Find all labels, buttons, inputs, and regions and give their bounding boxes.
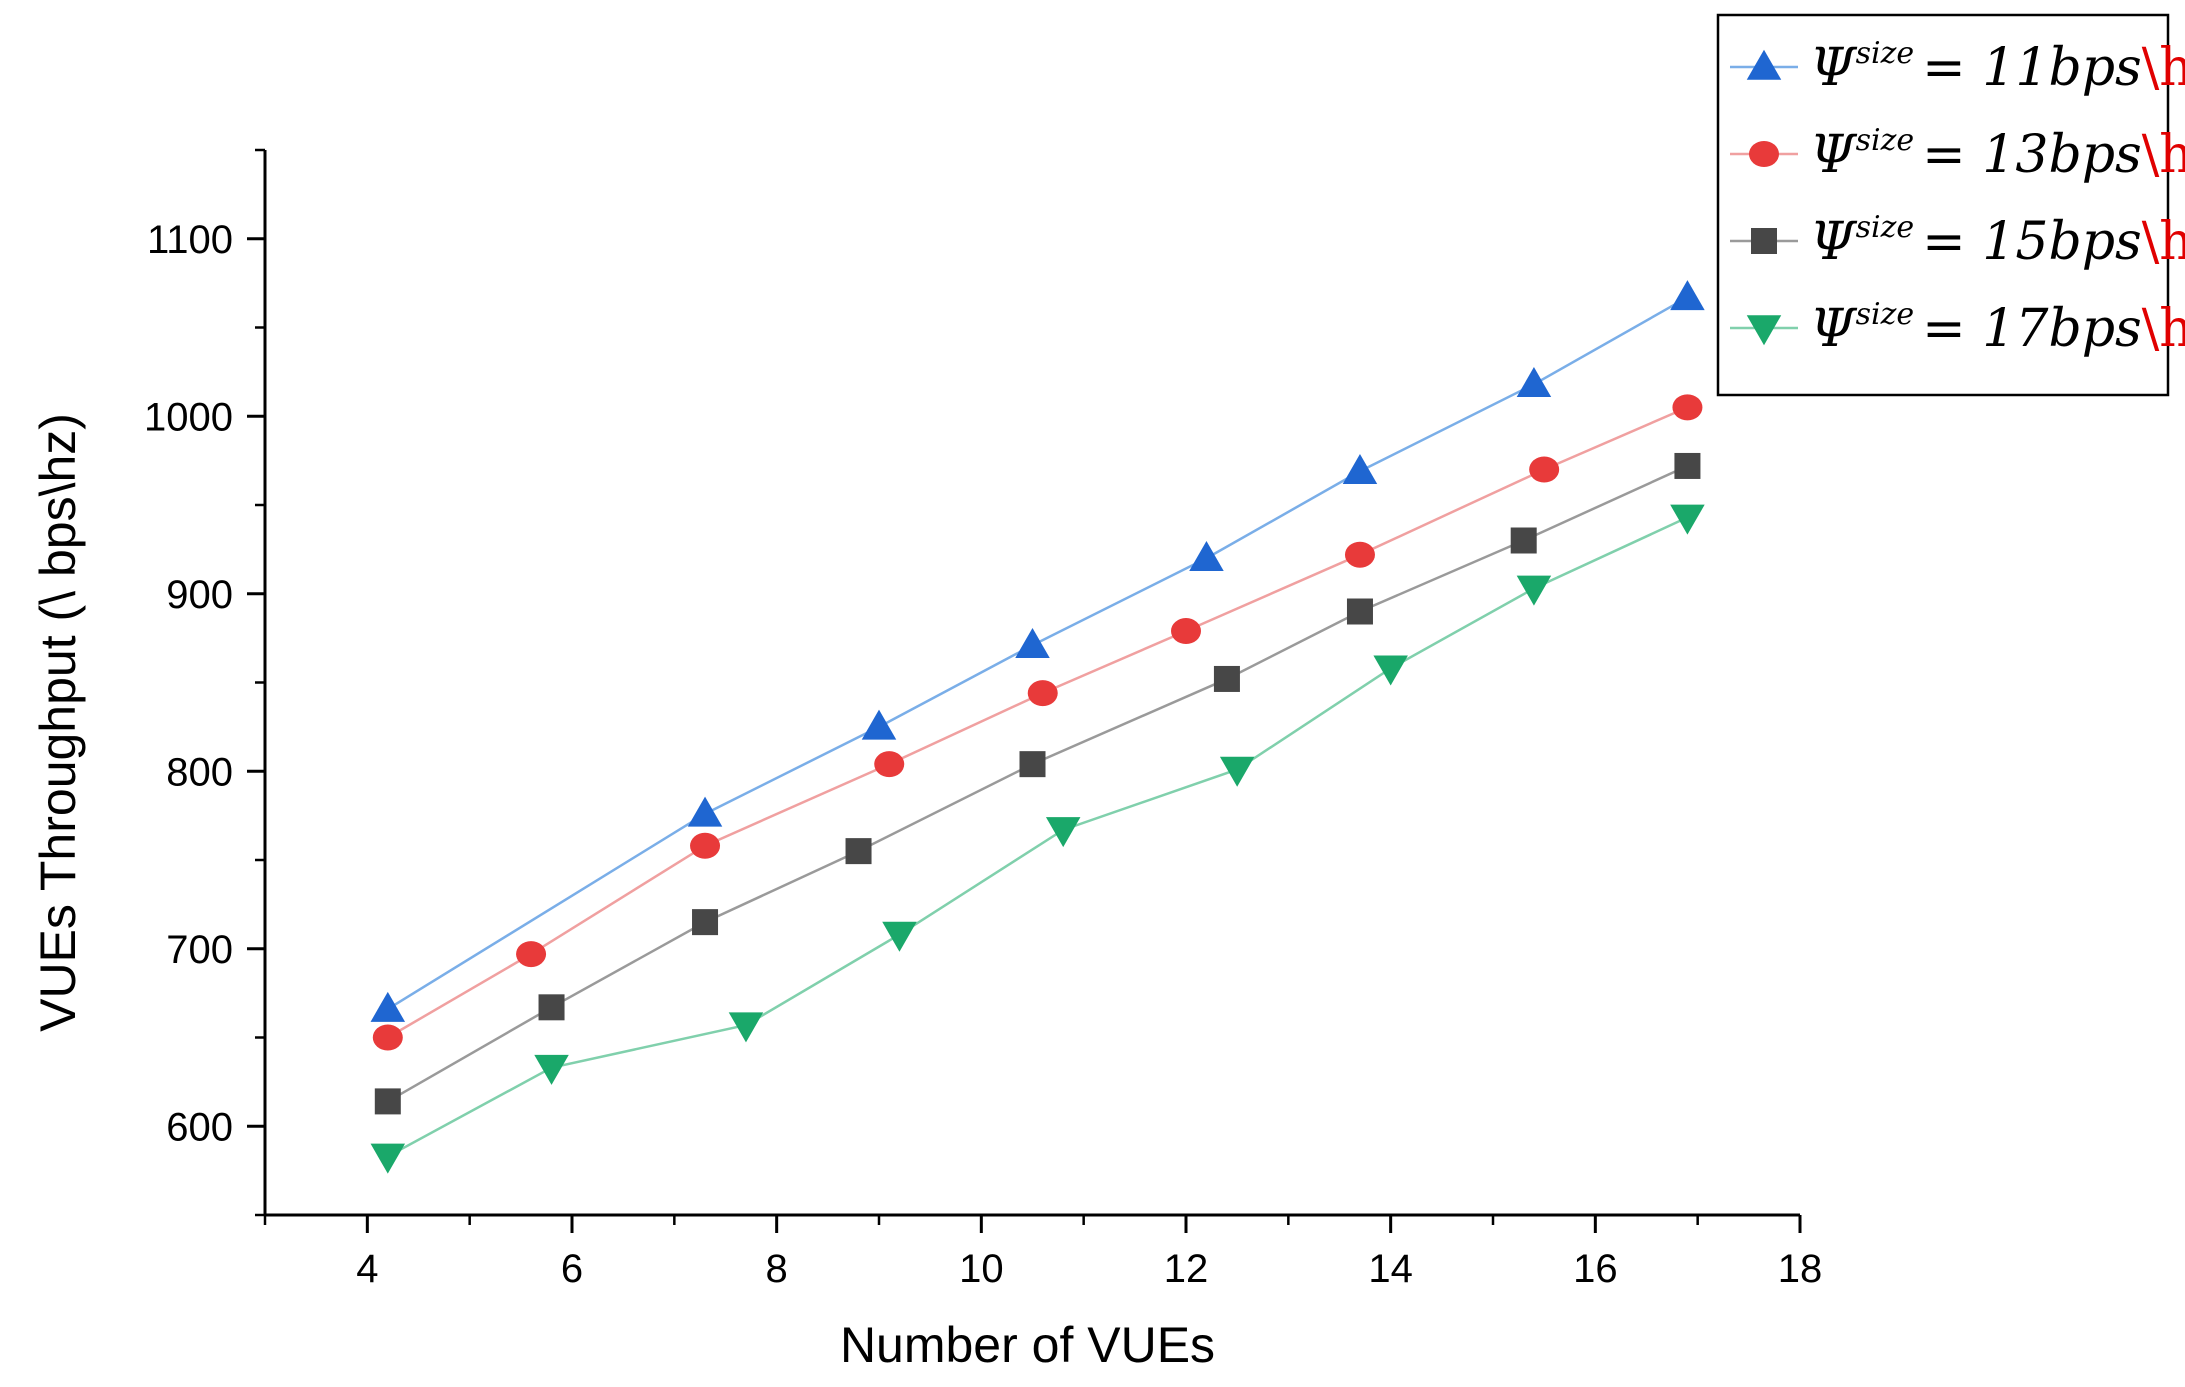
x-tick-label: 12 [1164, 1247, 1209, 1291]
legend-eq: = 17bps [1922, 299, 2142, 359]
data-point [534, 1054, 569, 1085]
data-point [1516, 575, 1552, 606]
legend-symbol: Ψ [1810, 212, 1858, 272]
data-point [1346, 598, 1373, 625]
data-point [1344, 541, 1375, 568]
legend-marker [1746, 49, 1782, 80]
legend-unit: \hz [2142, 125, 2185, 185]
series-line-3 [387, 516, 1688, 1158]
y-tick-label: 1000 [144, 395, 233, 439]
legend-unit: \hz [2142, 38, 2185, 98]
data-point [374, 1088, 401, 1115]
legend-unit: \hz [2142, 212, 2185, 272]
series-lines [387, 296, 1689, 1158]
legend: Ψsize= 11bps\hzΨsize= 13bps\hzΨsize= 15b… [1716, 13, 2185, 397]
data-point [1027, 680, 1058, 707]
data-point [728, 1012, 764, 1043]
legend-sup: size [1856, 123, 1915, 158]
y-axis-title: VUEs Throughput (\ bps\hz) [30, 413, 86, 1032]
legend-label: Ψsize= 17bps\hz [1810, 297, 2185, 359]
series-line-1 [387, 406, 1688, 1039]
x-tick-label: 4 [356, 1247, 378, 1291]
data-point [692, 909, 719, 936]
legend-unit: \hz [2142, 299, 2185, 359]
legend-marker [1746, 315, 1782, 346]
legend-label: Ψsize= 15bps\hz [1810, 210, 2185, 272]
legend-label: Ψsize= 11bps\hz [1810, 36, 2185, 98]
data-point [1529, 456, 1560, 483]
legend-marker [1751, 228, 1777, 254]
data-point [370, 991, 406, 1022]
data-point [687, 796, 723, 827]
x-tick-label: 14 [1368, 1247, 1413, 1291]
legend-sup: size [1856, 36, 1915, 71]
data-point [1019, 751, 1046, 778]
legend-entry: Ψsize= 15bps\hz [1730, 210, 2185, 272]
x-tick-label: 8 [766, 1247, 788, 1291]
y-tick-label: 900 [166, 573, 233, 617]
data-point [538, 994, 565, 1021]
data-point [372, 1024, 403, 1051]
data-point [1342, 454, 1378, 485]
x-tick-label: 18 [1778, 1247, 1823, 1291]
legend-entry: Ψsize= 11bps\hz [1730, 36, 2185, 98]
data-point [1015, 627, 1050, 658]
series-line-2 [387, 464, 1688, 1103]
data-point [1516, 367, 1552, 398]
data-point [861, 709, 897, 740]
legend-label: Ψsize= 13bps\hz [1810, 123, 2185, 185]
y-tick-label: 1100 [147, 218, 233, 262]
legend-sup: size [1856, 297, 1915, 332]
data-point [1219, 756, 1255, 787]
legend-symbol: Ψ [1810, 125, 1858, 185]
data-point [1213, 665, 1240, 692]
y-tick-label: 800 [166, 750, 233, 794]
data-point [1045, 817, 1081, 848]
data-point [690, 832, 721, 859]
data-point [845, 838, 872, 865]
series-line-0 [387, 296, 1689, 1011]
legend-sup: size [1856, 210, 1915, 245]
legend-symbol: Ψ [1810, 299, 1858, 359]
data-point [370, 1143, 406, 1174]
legend-box [1716, 13, 2170, 397]
data-point [1670, 280, 1705, 311]
legend-entry: Ψsize= 13bps\hz [1730, 123, 2185, 185]
axes: 600 700 800 900 1000 1100 4 6 8 10 12 14 16 18 [144, 148, 1823, 1291]
data-point [1672, 394, 1703, 421]
data-point [874, 751, 905, 778]
data-point [1674, 452, 1701, 479]
x-tick-label: 16 [1573, 1247, 1618, 1291]
data-point [882, 921, 917, 952]
data-point [1373, 655, 1408, 686]
series-markers [370, 280, 1705, 1174]
x-tick-label: 6 [561, 1247, 583, 1291]
legend-symbol: Ψ [1810, 38, 1858, 98]
data-point [1510, 527, 1537, 554]
data-point [1171, 618, 1201, 645]
legend-eq: = 15bps [1922, 212, 2142, 272]
y-tick-label: 700 [166, 928, 233, 972]
x-tick-label: 10 [959, 1247, 1004, 1291]
legend-eq: = 13bps [1922, 125, 2142, 185]
data-point [1670, 504, 1705, 535]
legend-entry: Ψsize= 17bps\hz [1730, 297, 2185, 359]
data-point [1189, 541, 1224, 571]
x-axis-title: Number of VUEs [840, 1317, 1215, 1373]
data-point [516, 941, 547, 968]
legend-marker [1749, 141, 1779, 167]
legend-eq: = 11bps [1922, 38, 2142, 98]
y-tick-label: 600 [166, 1105, 233, 1149]
